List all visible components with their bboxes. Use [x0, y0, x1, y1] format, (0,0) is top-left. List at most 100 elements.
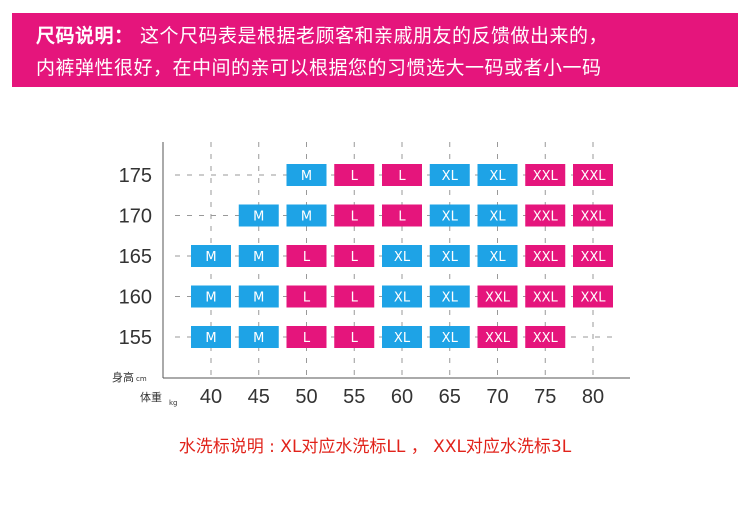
- size-cell-label: XL: [442, 291, 459, 306]
- size-cell-label: M: [253, 210, 264, 225]
- size-cell-label: XXL: [533, 169, 559, 184]
- size-cell-xl: [429, 164, 470, 186]
- weight-label: 65: [439, 386, 461, 408]
- size-cell-xl: [382, 326, 422, 348]
- size-cell-m: [191, 326, 231, 348]
- size-cell-label: XL: [394, 250, 411, 265]
- size-cell-label: XL: [442, 169, 459, 184]
- size-cell-xl: [477, 164, 518, 186]
- size-cell-label: M: [205, 331, 216, 346]
- size-cell-m: [238, 245, 279, 267]
- size-cell-label: L: [351, 210, 359, 225]
- size-cell-label: L: [351, 169, 359, 184]
- size-cell-l: [382, 164, 422, 186]
- size-cell-xl: [477, 245, 518, 267]
- size-cell-l: [382, 204, 422, 227]
- size-cell-label: M: [301, 169, 312, 184]
- height-label: 160: [119, 287, 152, 309]
- size-cell-l: [286, 245, 327, 267]
- wash-label-note: 水洗标说明 : XL对应水洗标LL ， XXL对应水洗标3L: [178, 437, 572, 457]
- size-cell-m: [286, 164, 327, 186]
- size-cell-l: [334, 245, 375, 267]
- size-cell-label: L: [303, 331, 311, 346]
- size-cell-label: XL: [489, 169, 506, 184]
- size-cell-label: XXL: [580, 291, 606, 306]
- size-cell-xxl: [573, 245, 613, 267]
- height-label: 170: [119, 206, 152, 228]
- size-cell-xl: [429, 204, 470, 227]
- weight-label: 40: [200, 386, 222, 408]
- size-cell-l: [334, 204, 375, 227]
- size-cell-xxl: [525, 204, 566, 227]
- size-cell-xl: [382, 245, 422, 267]
- size-cell-xxl: [477, 326, 518, 348]
- size-cell-label: XL: [394, 291, 411, 306]
- size-cell-label: L: [351, 331, 359, 346]
- size-cell-l: [286, 326, 327, 348]
- size-cell-label: XXL: [533, 210, 559, 225]
- size-cell-label: M: [205, 291, 216, 306]
- size-cell-label: L: [398, 169, 406, 184]
- size-cell-m: [238, 326, 279, 348]
- weight-label: 55: [343, 386, 365, 408]
- size-cell-xl: [429, 326, 470, 348]
- x-axis-unit: kg: [169, 399, 178, 407]
- banner-lead: 尺码说明：: [36, 25, 134, 47]
- size-note-banner: 尺码说明： 这个尺码表是根据老顾客和亲戚朋友的反馈做出来的， 内裤弹性很好，在中…: [12, 13, 738, 87]
- size-cell-xxl: [573, 285, 613, 308]
- height-label: 165: [119, 246, 152, 268]
- banner-line-1: 尺码说明： 这个尺码表是根据老顾客和亲戚朋友的反馈做出来的，: [36, 21, 608, 48]
- weight-label: 70: [486, 386, 508, 408]
- size-cell-label: XL: [489, 210, 506, 225]
- size-cell-xxl: [573, 164, 613, 186]
- size-cell-m: [191, 285, 231, 308]
- size-cell-label: XXL: [580, 169, 606, 184]
- size-cell-xxl: [525, 164, 566, 186]
- height-label: 155: [119, 327, 152, 349]
- size-cell-label: XXL: [485, 331, 511, 346]
- size-cell-xxl: [525, 326, 566, 348]
- size-cell-l: [334, 326, 375, 348]
- height-label: 175: [119, 165, 152, 187]
- size-cell-label: M: [253, 291, 264, 306]
- size-cell-l: [334, 285, 375, 308]
- size-cell-xl: [429, 245, 470, 267]
- size-cell-xxl: [525, 285, 566, 308]
- size-cell-label: XXL: [580, 250, 606, 265]
- x-axis-title: 体重: [140, 390, 162, 404]
- size-cell-xxl: [525, 245, 566, 267]
- size-cell-m: [286, 204, 327, 227]
- y-axis-unit: cm: [136, 375, 147, 383]
- size-cell-xxl: [477, 285, 518, 308]
- size-cell-label: M: [253, 331, 264, 346]
- size-cell-l: [334, 164, 375, 186]
- banner-line-2: 内裤弹性很好，在中间的亲可以根据您的习惯选大一码或者小一码: [36, 57, 602, 79]
- weight-label: 50: [295, 386, 317, 408]
- size-cell-label: L: [351, 291, 359, 306]
- size-cell-l: [286, 285, 327, 308]
- size-cell-label: XXL: [533, 291, 559, 306]
- size-cell-label: L: [303, 250, 311, 265]
- size-cell-label: M: [253, 250, 264, 265]
- size-cell-xl: [477, 204, 518, 227]
- size-cell-label: L: [398, 210, 406, 225]
- size-cell-m: [191, 245, 231, 267]
- size-cell-label: M: [301, 210, 312, 225]
- size-cell-m: [238, 285, 279, 308]
- size-cell-label: XL: [442, 210, 459, 225]
- size-cell-m: [238, 204, 279, 227]
- size-cell-label: XL: [442, 250, 459, 265]
- size-cell-label: XXL: [580, 210, 606, 225]
- size-cell-label: L: [303, 291, 311, 306]
- banner-text-1: 这个尺码表是根据老顾客和亲戚朋友的反馈做出来的，: [133, 25, 609, 47]
- weight-label: 45: [248, 386, 270, 408]
- size-cell-xl: [429, 285, 470, 308]
- size-cell-label: L: [351, 250, 359, 265]
- size-cell-xxl: [573, 204, 613, 227]
- size-cell-label: XL: [489, 250, 506, 265]
- size-cell-label: XXL: [533, 331, 559, 346]
- y-axis-title: 身高: [112, 370, 134, 384]
- size-cell-xl: [382, 285, 422, 308]
- size-cell-label: M: [205, 250, 216, 265]
